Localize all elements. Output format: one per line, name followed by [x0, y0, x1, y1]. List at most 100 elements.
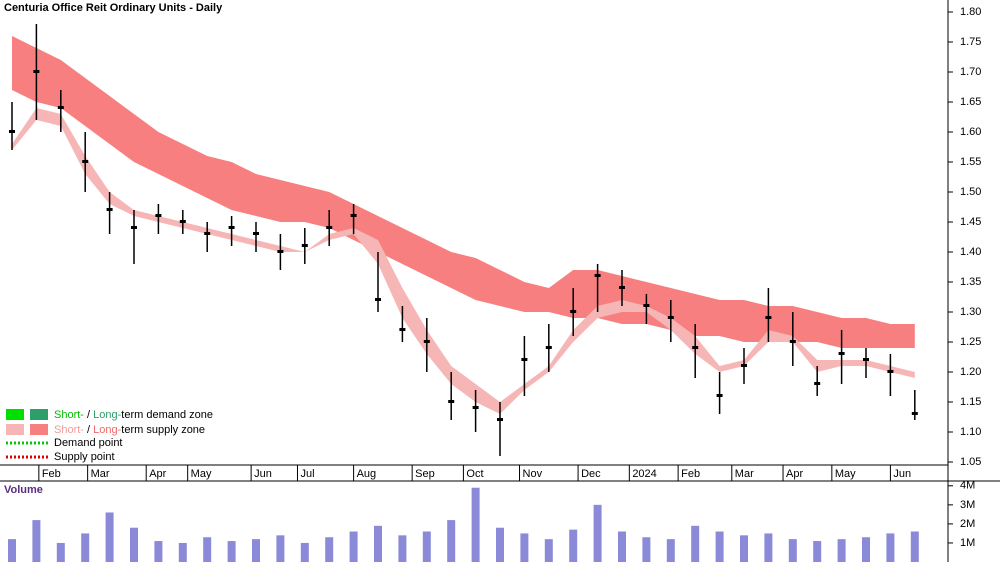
- x-tick-label: Mar: [91, 468, 110, 480]
- volume-title: Volume: [4, 484, 43, 496]
- price-close: [545, 346, 552, 349]
- y-tick-label: 1.25: [960, 336, 981, 348]
- volume-bar: [56, 542, 65, 562]
- price-close: [570, 310, 577, 313]
- price-close: [863, 358, 869, 361]
- price-close: [399, 328, 406, 331]
- v-tick-label: 4M: [960, 480, 975, 492]
- legend-swatch: [6, 409, 24, 420]
- legend-swatch: [30, 409, 48, 420]
- y-tick-label: 1.20: [960, 366, 981, 378]
- volume-bar: [569, 529, 578, 562]
- volume-bar: [8, 539, 16, 562]
- y-tick-label: 1.30: [960, 306, 981, 318]
- y-tick-label: 1.35: [960, 276, 981, 288]
- volume-bar: [691, 525, 700, 562]
- price-close: [277, 250, 284, 253]
- y-tick-label: 1.10: [960, 426, 981, 438]
- x-tick-label: Feb: [681, 468, 700, 480]
- x-tick-label: Sep: [415, 468, 435, 480]
- price-close: [911, 412, 918, 415]
- legend-swatch: [6, 424, 24, 435]
- price-close: [423, 340, 430, 343]
- volume-bar: [203, 537, 212, 562]
- volume-bar: [471, 487, 480, 562]
- volume-bar: [81, 533, 90, 562]
- volume-bar: [252, 539, 260, 562]
- v-tick-label: 3M: [960, 499, 975, 511]
- price-close: [350, 214, 357, 217]
- price-close: [106, 208, 113, 211]
- price-close: [155, 214, 162, 217]
- price-close: [131, 226, 137, 229]
- volume-bar: [910, 531, 919, 562]
- legend-label: Supply point: [54, 451, 115, 463]
- volume-bar: [496, 527, 504, 562]
- volume-bar: [764, 533, 773, 562]
- y-tick-label: 1.15: [960, 396, 981, 408]
- x-tick-label: Feb: [42, 468, 61, 480]
- volume-bar: [300, 542, 309, 562]
- x-tick-label: Apr: [149, 468, 166, 480]
- price-close: [33, 70, 40, 73]
- legend-label: Short- / Long-term supply zone: [54, 424, 205, 436]
- price-close: [643, 304, 650, 307]
- price-close: [716, 394, 723, 397]
- price-close: [326, 226, 333, 229]
- price-close: [814, 382, 821, 385]
- y-tick-label: 1.60: [960, 126, 981, 138]
- price-close: [838, 352, 845, 355]
- price-close: [692, 346, 699, 349]
- x-tick-label: Oct: [466, 468, 483, 480]
- volume-bar: [593, 504, 602, 562]
- y-tick-label: 1.75: [960, 36, 981, 48]
- price-close: [497, 418, 503, 421]
- price-close: [301, 244, 308, 247]
- volume-bar: [715, 531, 724, 562]
- x-tick-label: May: [835, 468, 856, 480]
- x-tick-label: Aug: [357, 468, 377, 480]
- zone-band: [12, 108, 915, 414]
- price-close: [521, 358, 528, 361]
- volume-bar: [813, 541, 822, 562]
- v-tick-label: 1M: [960, 537, 975, 549]
- x-tick-label: Apr: [786, 468, 803, 480]
- volume-bar: [447, 520, 456, 562]
- chart-title: Centuria Office Reit Ordinary Units - Da…: [4, 2, 223, 14]
- v-tick-label: 2M: [960, 518, 975, 530]
- y-tick-label: 1.65: [960, 96, 981, 108]
- volume-bar: [374, 525, 382, 562]
- volume-bar: [105, 512, 114, 562]
- price-close: [741, 364, 747, 367]
- volume-bar: [227, 541, 236, 562]
- price-close: [789, 340, 796, 343]
- x-tick-label: Nov: [523, 468, 543, 480]
- volume-bar: [862, 537, 870, 562]
- x-tick-label: Dec: [581, 468, 601, 480]
- legend-swatch: [30, 424, 48, 435]
- x-tick-label: Jun: [893, 468, 911, 480]
- volume-bar: [154, 541, 163, 562]
- price-close: [667, 316, 674, 319]
- volume-bar: [178, 542, 187, 562]
- x-tick-label: Mar: [735, 468, 754, 480]
- volume-bar: [642, 537, 651, 562]
- volume-bar: [544, 539, 553, 562]
- price-close: [82, 160, 89, 163]
- volume-bar: [32, 520, 41, 562]
- x-tick-label: May: [191, 468, 212, 480]
- price-close: [619, 286, 625, 289]
- volume-bar: [130, 527, 138, 562]
- legend: Short- / Long-term demand zone Short- / …: [6, 409, 213, 463]
- x-tick-label: 2024: [632, 468, 656, 480]
- y-tick-label: 1.55: [960, 156, 981, 168]
- y-tick-label: 1.40: [960, 246, 981, 258]
- price-close: [9, 130, 15, 133]
- volume-bar: [618, 531, 626, 562]
- volume-bar: [740, 535, 748, 562]
- price-close: [179, 220, 186, 223]
- volume-bar: [666, 539, 675, 562]
- volume-bar: [325, 537, 334, 562]
- volume-bar: [886, 533, 895, 562]
- price-close: [765, 316, 772, 319]
